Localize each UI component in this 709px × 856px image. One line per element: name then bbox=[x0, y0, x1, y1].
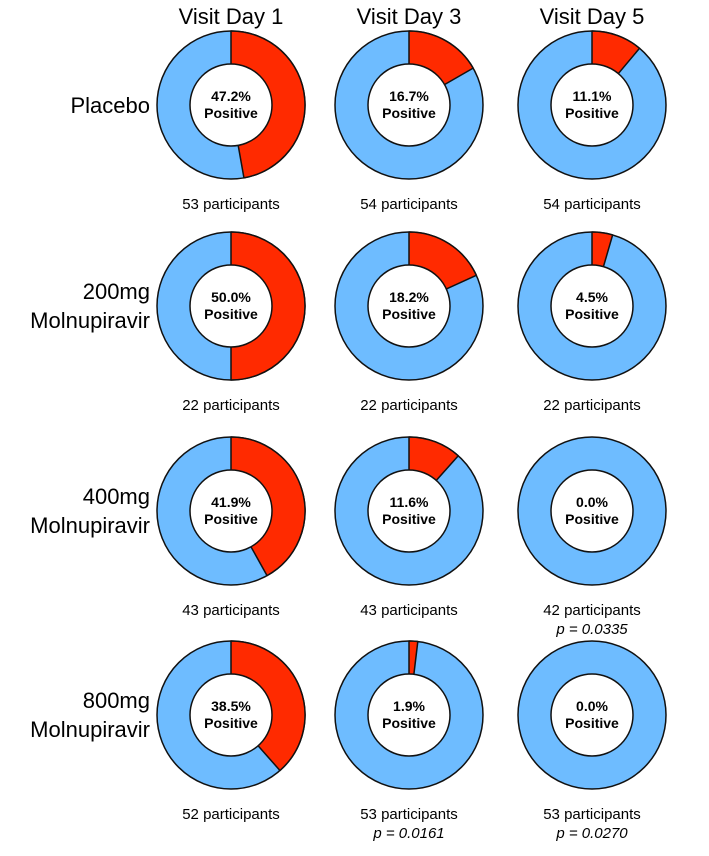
donut-svg bbox=[156, 30, 306, 180]
participant-count: 53 participants bbox=[543, 806, 641, 823]
donut-chart: 50.0% Positive bbox=[156, 231, 306, 381]
participant-count: 42 participants bbox=[543, 602, 641, 619]
donut-svg bbox=[517, 436, 667, 586]
participant-count: 52 participants bbox=[182, 806, 280, 823]
p-value-label: p = 0.0270 bbox=[556, 825, 628, 842]
p-value-label: p = 0.0335 bbox=[556, 621, 628, 638]
column-header: Visit Day 1 bbox=[178, 4, 284, 29]
donut-svg bbox=[517, 30, 667, 180]
donut-svg bbox=[334, 231, 484, 381]
donut-svg bbox=[334, 436, 484, 586]
donut-svg bbox=[156, 231, 306, 381]
donut-chart: 16.7% Positive bbox=[334, 30, 484, 180]
row-label-line: Molnupiravir bbox=[30, 717, 150, 742]
participant-count: 53 participants bbox=[360, 806, 458, 823]
donut-hole bbox=[550, 264, 634, 348]
row-label-line: Placebo bbox=[70, 92, 150, 118]
p-value-label: p = 0.0161 bbox=[373, 825, 445, 842]
donut-chart: 4.5% Positive bbox=[517, 231, 667, 381]
donut-hole bbox=[550, 673, 634, 757]
donut-svg bbox=[156, 436, 306, 586]
donut-hole bbox=[189, 63, 273, 147]
donut-hole bbox=[367, 469, 451, 553]
participant-count: 54 participants bbox=[360, 196, 458, 213]
donut-hole bbox=[367, 673, 451, 757]
donut-hole bbox=[189, 673, 273, 757]
column-header: Visit Day 5 bbox=[539, 4, 645, 29]
row-label-line: 200mg bbox=[82, 279, 150, 304]
donut-chart: 11.6% Positive bbox=[334, 436, 484, 586]
donut-hole bbox=[367, 63, 451, 147]
row-label: Placebo bbox=[0, 91, 150, 120]
donut-chart: 1.9% Positive bbox=[334, 640, 484, 790]
row-label-line: Molnupiravir bbox=[30, 308, 150, 333]
donut-hole bbox=[189, 469, 273, 553]
donut-hole bbox=[367, 264, 451, 348]
donut-chart: 47.2% Positive bbox=[156, 30, 306, 180]
donut-svg bbox=[517, 231, 667, 381]
donut-chart: 11.1% Positive bbox=[517, 30, 667, 180]
donut-svg bbox=[156, 640, 306, 790]
participant-count: 53 participants bbox=[182, 196, 280, 213]
donut-svg bbox=[334, 30, 484, 180]
donut-chart: 0.0% Positive bbox=[517, 436, 667, 586]
row-label: 800mg Molnupiravir bbox=[0, 686, 150, 744]
column-header: Visit Day 3 bbox=[356, 4, 462, 29]
donut-hole bbox=[550, 63, 634, 147]
participant-count: 43 participants bbox=[182, 602, 280, 619]
participant-count: 22 participants bbox=[360, 397, 458, 414]
row-label: 400mg Molnupiravir bbox=[0, 482, 150, 540]
donut-chart: 0.0% Positive bbox=[517, 640, 667, 790]
donut-svg bbox=[334, 640, 484, 790]
donut-hole bbox=[189, 264, 273, 348]
donut-chart: 41.9% Positive bbox=[156, 436, 306, 586]
participant-count: 43 participants bbox=[360, 602, 458, 619]
donut-chart: 38.5% Positive bbox=[156, 640, 306, 790]
row-label-line: 400mg bbox=[82, 484, 150, 509]
participant-count: 22 participants bbox=[182, 397, 280, 414]
participant-count: 54 participants bbox=[543, 196, 641, 213]
row-label-line: Molnupiravir bbox=[30, 513, 150, 538]
donut-chart: 18.2% Positive bbox=[334, 231, 484, 381]
donut-hole bbox=[550, 469, 634, 553]
row-label: 200mg Molnupiravir bbox=[0, 277, 150, 335]
donut-svg bbox=[517, 640, 667, 790]
participant-count: 22 participants bbox=[543, 397, 641, 414]
row-label-line: 800mg bbox=[82, 688, 150, 713]
